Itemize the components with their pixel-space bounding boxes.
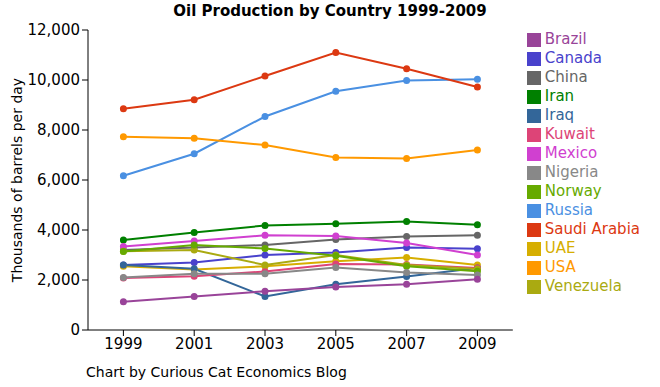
html-text:Oil Production by Country 1999: Oil Production by Country 1999-2009 [173,2,487,20]
html-text:Brazil: Brazil [544,30,587,48]
svg-text:12,000: 12,000 [28,21,81,39]
html-text:Kuwait: Kuwait [544,125,595,143]
svg-text:2005: 2005 [317,335,355,353]
svg-text:2009: 2009 [458,335,496,353]
html-text:Mexico: Mexico [544,144,598,162]
svg-text:6,000: 6,000 [37,171,80,189]
svg-text:1999: 1999 [104,335,142,353]
html-text:China: China [544,68,588,86]
html-text:Chart by Curious Cat Economics: Chart by Curious Cat Economics Blog [86,364,347,380]
html-text:UAE: UAE [544,239,576,257]
html-text:Venezuela: Venezuela [544,277,622,295]
svg-text:Thousands of barrels per day: Thousands of barrels per day [9,78,25,283]
svg-text:4,000: 4,000 [37,221,80,239]
html-text:Saudi Arabia: Saudi Arabia [544,220,640,238]
html-text:Canada: Canada [544,49,602,67]
svg-text:2007: 2007 [388,335,426,353]
svg-text:2001: 2001 [175,335,213,353]
html-text:Nigeria: Nigeria [544,163,599,181]
svg-text:2003: 2003 [246,335,284,353]
html-text:Norway: Norway [544,182,602,200]
html-text:USA: USA [544,258,576,276]
html-text:Russia: Russia [544,201,594,219]
html-text:Iraq: Iraq [544,106,575,124]
svg-text:2,000: 2,000 [37,271,80,289]
svg-text:8,000: 8,000 [37,121,80,139]
html-text:Iran: Iran [544,87,575,105]
svg-text:10,000: 10,000 [28,71,81,89]
svg-text:0: 0 [70,321,80,339]
